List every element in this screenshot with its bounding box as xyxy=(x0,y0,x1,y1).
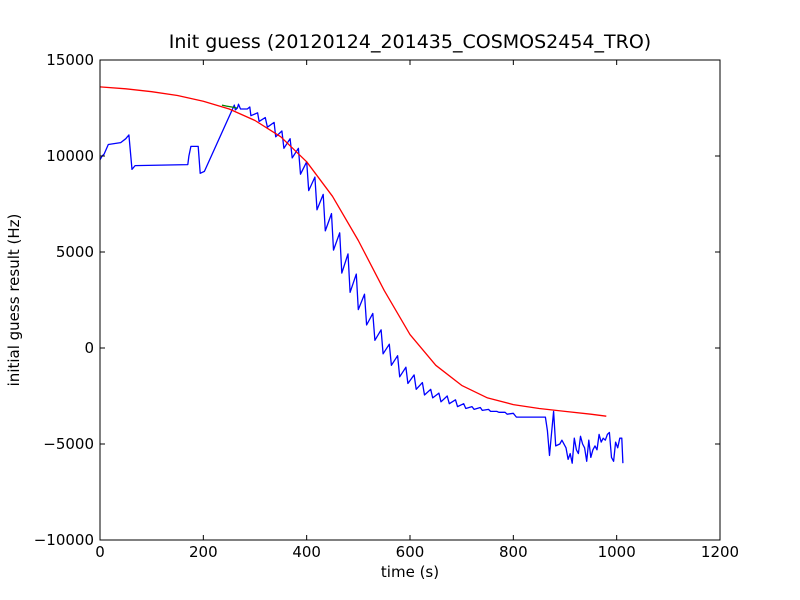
series-line-2 xyxy=(221,104,238,109)
x-tick-label: 1200 xyxy=(701,543,739,561)
x-tick-label: 200 xyxy=(189,543,218,561)
x-tick-label: 600 xyxy=(396,543,425,561)
x-tick-label: 800 xyxy=(499,543,528,561)
y-tick-label: 10000 xyxy=(46,147,94,165)
x-tick-label: 0 xyxy=(95,543,105,561)
y-tick-label: 15000 xyxy=(46,51,94,69)
chart-title: Init guess (20120124_201435_COSMOS2454_T… xyxy=(169,31,651,53)
y-tick-label: 5000 xyxy=(56,243,94,261)
x-tick-label: 1000 xyxy=(598,543,636,561)
y-tick-label: −5000 xyxy=(43,435,94,453)
x-axis-label: time (s) xyxy=(381,563,439,581)
series-layer xyxy=(100,86,624,464)
series-line-0 xyxy=(100,103,624,464)
series-line-1 xyxy=(100,86,607,417)
y-tick-label: 0 xyxy=(84,339,94,357)
x-tick-label: 400 xyxy=(292,543,321,561)
ticks-layer: 0 200 400 600 800 1000 1200 −10000 −5000 0 5000 100… xyxy=(34,51,739,561)
plot-frame xyxy=(99,59,721,541)
y-tick-label: −10000 xyxy=(34,531,94,549)
y-axis-label: initial guess result (Hz) xyxy=(5,214,23,387)
